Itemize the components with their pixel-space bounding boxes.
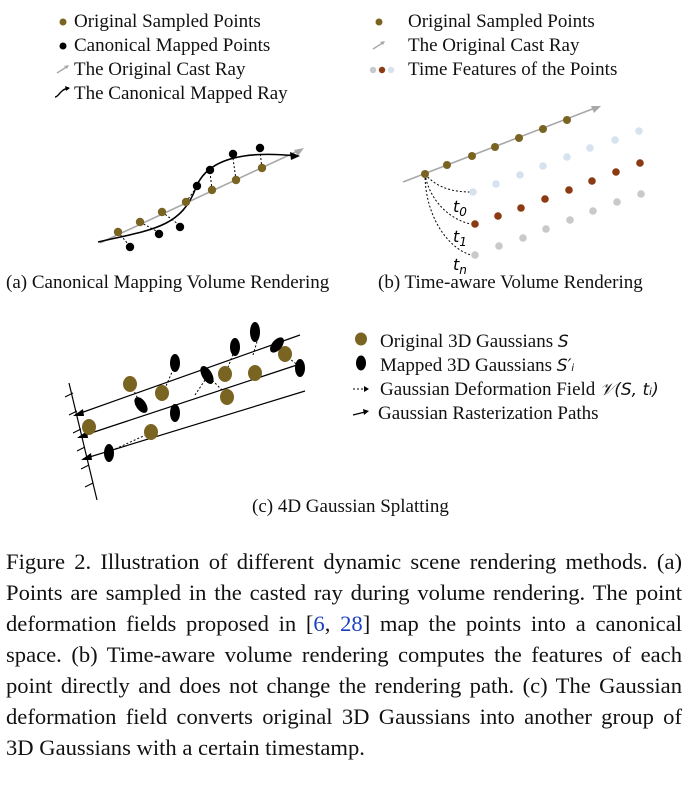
mapped-gaussians — [104, 322, 305, 462]
legend-row-deformation-field: Gaussian Deformation Field 𝒱(S, tᵢ) — [350, 378, 659, 402]
legend-label: Mapped 3D Gaussians S′ᵢ — [380, 355, 575, 376]
tn-label: tn — [453, 255, 467, 275]
gray-arrow-icon — [52, 58, 74, 82]
t0-label: t0 — [453, 197, 467, 219]
cast-ray — [99, 149, 301, 244]
legend-label: Time Features of the Points — [408, 59, 618, 80]
legend-row-mapped-gaussians: Mapped 3D Gaussians S′ᵢ — [350, 354, 659, 378]
sampled-points — [113, 163, 267, 237]
sampled-points — [421, 116, 571, 178]
black-dot-icon — [52, 34, 74, 58]
rasterization-paths — [74, 334, 306, 460]
image-plane-ticks — [64, 392, 94, 488]
t1-label: t1 — [453, 227, 467, 249]
legend-row-original-gaussians: Original 3D Gaussians S — [350, 330, 659, 354]
figure-caption: Figure 2. Illustration of different dyna… — [6, 546, 682, 763]
citation-link-28[interactable]: 28 — [340, 611, 363, 636]
panel-a-caption: (a) Canonical Mapping Volume Rendering — [6, 272, 330, 293]
canonical-mapping-diagram — [97, 143, 304, 252]
curved-arrow-icon — [52, 82, 74, 106]
legend-label: Canonical Mapped Points — [74, 35, 271, 56]
panel-b-caption: (b) Time-aware Volume Rendering — [378, 272, 643, 293]
feature-arrows — [424, 173, 472, 256]
legend-label: Gaussian Rasterization Paths — [378, 403, 599, 424]
panel-b-legend: Original Sampled Points The Original Cas… — [368, 10, 617, 82]
olive-dot-icon — [52, 10, 74, 34]
citation-link-6[interactable]: 6 — [313, 611, 325, 636]
legend-label: Original Sampled Points — [74, 11, 261, 32]
original-gaussians — [82, 346, 292, 440]
caption-text-1: Figure 2. Illustration of different dyna… — [6, 549, 682, 636]
panel-c-legend: Original 3D Gaussians S Mapped 3D Gaussi… — [350, 330, 659, 426]
legend-label: The Original Cast Ray — [74, 59, 246, 80]
legend-row-canonical-points: Canonical Mapped Points — [52, 34, 288, 58]
legend-row-canonical-ray: The Canonical Mapped Ray — [52, 82, 288, 106]
legend-label: Original Sampled Points — [408, 11, 595, 32]
solid-arrow-icon — [350, 402, 372, 426]
caption-separator: , — [324, 611, 341, 636]
panel-a-diagram — [0, 110, 350, 270]
panel-a-legend: Original Sampled Points Canonical Mapped… — [52, 10, 288, 106]
canonical-ray-arrowhead-icon — [290, 152, 300, 160]
mapping-arrows — [117, 151, 263, 245]
olive-ellipse-icon — [350, 330, 372, 354]
time-features-tn — [471, 190, 645, 259]
legend-row-sampled: Original Sampled Points — [368, 10, 617, 34]
legend-row-cast-ray: The Original Cast Ray — [368, 34, 617, 58]
time-features-t0 — [469, 127, 643, 196]
gray-arrow-icon — [368, 34, 390, 58]
panel-c-diagram — [55, 315, 325, 505]
black-ellipse-icon — [350, 354, 372, 379]
ray-arrowhead-icon — [294, 148, 304, 156]
time-aware-diagram: t0 t1 tn — [402, 106, 645, 275]
ray-arrowhead-icon — [591, 106, 601, 113]
legend-row-time-features: Time Features of the Points — [368, 58, 617, 82]
legend-row-sampled: Original Sampled Points — [52, 10, 288, 34]
legend-label: The Original Cast Ray — [408, 35, 580, 56]
time-features-t1 — [471, 159, 644, 228]
canonical-points — [125, 143, 265, 252]
panel-c-caption: (c) 4D Gaussian Splatting — [252, 496, 449, 517]
image-plane — [68, 382, 98, 501]
legend-label: The Canonical Mapped Ray — [74, 83, 288, 104]
canonical-ray — [97, 153, 297, 243]
cast-ray — [402, 107, 596, 183]
legend-label: Original 3D Gaussians S — [380, 331, 569, 352]
legend-label: Gaussian Deformation Field 𝒱(S, tᵢ) — [380, 379, 659, 400]
legend-row-rasterization-paths: Gaussian Rasterization Paths — [350, 402, 659, 426]
dashed-arrow-icon — [350, 378, 372, 402]
panel-b-diagram: t0 t1 tn — [395, 100, 685, 275]
legend-row-cast-ray: The Original Cast Ray — [52, 58, 288, 82]
caption-text-2: ] map the points into a canonical space.… — [6, 611, 683, 760]
gaussian-splatting-diagram — [64, 322, 306, 501]
olive-dot-icon — [368, 10, 390, 34]
time-feature-dots-icon — [368, 58, 398, 82]
